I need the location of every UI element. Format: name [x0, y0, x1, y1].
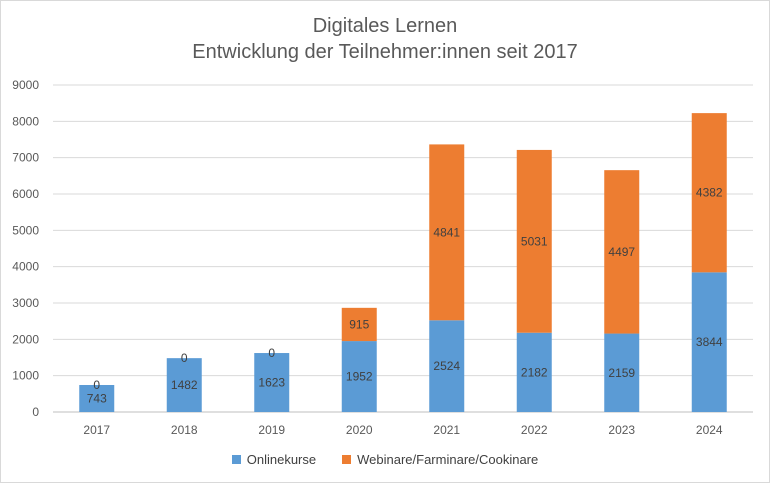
bar-onlinekurse [516, 332, 552, 412]
data-label: 915 [349, 317, 369, 331]
legend-item-webinare: Webinare/Farminare/Cookinare [342, 452, 538, 467]
data-label: 743 [87, 392, 107, 406]
data-label: 2524 [433, 359, 460, 373]
bar-webinare [429, 144, 465, 321]
bar-onlinekurse [254, 353, 290, 412]
bar-onlinekurse [691, 272, 727, 412]
x-tick-label: 2024 [696, 423, 723, 437]
legend-item-onlinekurse: Onlinekurse [231, 452, 317, 467]
data-label: 0 [181, 351, 188, 365]
data-label: 0 [268, 346, 275, 360]
data-label: 1952 [346, 370, 373, 384]
y-tick-label: 8000 [12, 114, 39, 128]
y-tick-label: 4000 [12, 260, 39, 274]
data-label: 3844 [696, 335, 723, 349]
legend-swatch-onlinekurse [231, 455, 241, 464]
data-label: 5031 [521, 234, 548, 248]
y-tick-label: 6000 [12, 187, 39, 201]
data-label: 4497 [608, 245, 635, 259]
y-tick-label: 9000 [12, 78, 39, 92]
bar-onlinekurse [429, 320, 465, 412]
y-tick-label: 0 [32, 405, 39, 419]
bar-webinare [604, 170, 640, 334]
x-tick-label: 2018 [171, 423, 198, 437]
legend-label-webinare: Webinare/Farminare/Cookinare [357, 452, 539, 467]
data-label: 2159 [608, 366, 635, 380]
x-tick-label: 2017 [83, 423, 110, 437]
y-tick-label: 2000 [12, 332, 39, 346]
bar-webinare [516, 149, 552, 333]
bar-webinare [341, 307, 377, 342]
data-label: 0 [93, 378, 100, 392]
bar-webinare [691, 113, 727, 273]
data-label: 2182 [521, 365, 548, 379]
data-label: 1482 [171, 378, 198, 392]
chart-title: Digitales Lernen [312, 15, 458, 37]
data-label: 1623 [258, 376, 285, 390]
legend: Onlinekurse Webinare/Farminare/Cookinare [1, 452, 769, 467]
x-tick-label: 2021 [433, 423, 460, 437]
y-tick-label: 5000 [12, 223, 39, 237]
data-label: 4382 [696, 186, 723, 200]
x-tick-label: 2023 [608, 423, 635, 437]
y-tick-label: 7000 [12, 151, 39, 165]
legend-label-onlinekurse: Onlinekurse [246, 452, 317, 467]
bar-onlinekurse [79, 385, 115, 412]
bar-onlinekurse [341, 341, 377, 412]
chart-subtitle: Entwicklung der Teilnehmer:innen seit 20… [192, 41, 578, 63]
data-label: 4841 [433, 225, 460, 239]
x-tick-label: 2020 [346, 423, 373, 437]
x-tick-label: 2022 [521, 423, 548, 437]
legend-swatch-webinare [342, 455, 352, 464]
bar-onlinekurse [166, 358, 202, 412]
y-tick-label: 3000 [12, 296, 39, 310]
x-tick-label: 2019 [258, 423, 285, 437]
y-tick-label: 1000 [12, 369, 39, 383]
bar-onlinekurse [604, 333, 640, 412]
